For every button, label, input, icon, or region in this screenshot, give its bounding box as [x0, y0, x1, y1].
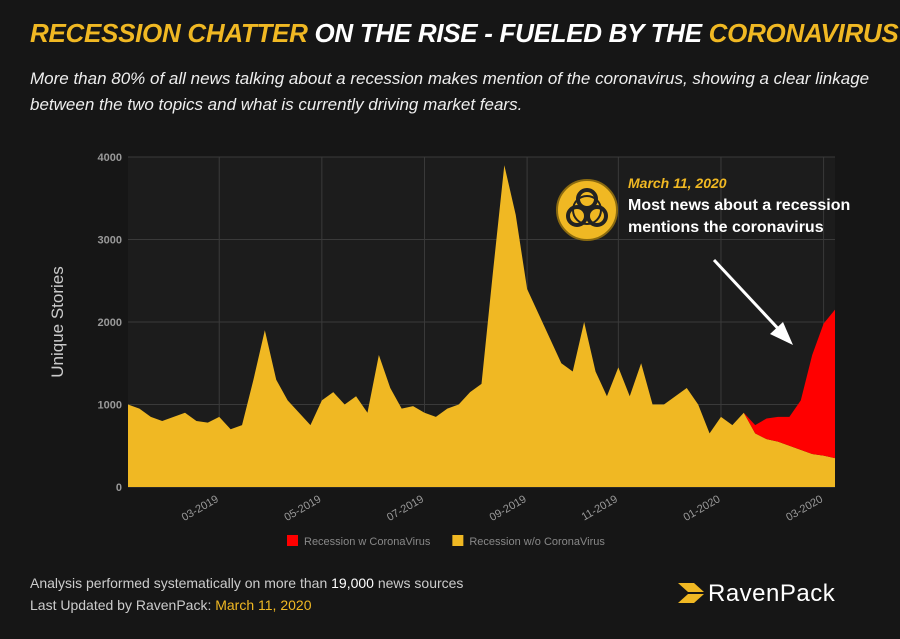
- annotation-date: March 11, 2020: [628, 175, 727, 191]
- area: [128, 165, 835, 459]
- annotation-text: Most news about a recession mentions the…: [628, 197, 851, 236]
- annotation: March 11, 2020 Most news about a recessi…: [628, 175, 868, 239]
- title-part: ON THE RISE - FUELED BY THE: [314, 18, 703, 48]
- arrow: [712, 258, 793, 345]
- logo-mark: [678, 583, 704, 603]
- x-tick-label: 01-2020: [682, 493, 723, 524]
- footer-text: March 11, 2020: [215, 597, 312, 613]
- biohazard-icon: [556, 179, 618, 241]
- title: RECESSION CHATTER ON THE RISE - FUELED B…: [30, 18, 899, 49]
- y-tick-label: 4000: [98, 152, 122, 164]
- footer-text: 19,000: [331, 575, 374, 591]
- y-axis-label: Unique Stories: [48, 266, 67, 378]
- y-tick-label: 1000: [98, 400, 122, 412]
- y-tick-label: 3000: [98, 235, 122, 247]
- subtitle: More than 80% of all news talking about …: [30, 69, 870, 114]
- y-tick-label: 0: [116, 482, 122, 494]
- footer-text: Analysis performed systematically on mor…: [30, 575, 328, 591]
- legend-swatch: [452, 535, 464, 546]
- x-tick-label: 05-2019: [282, 493, 323, 524]
- area: [128, 165, 835, 487]
- y-tick-label: 2000: [98, 317, 122, 329]
- footer-text: Last Updated by RavenPack:: [30, 597, 212, 613]
- legend-label: Recession w CoronaVirus: [304, 536, 431, 548]
- footer-line: Last Updated by RavenPack: March 11, 202…: [30, 597, 311, 613]
- title-part: CORONAVIRUS: [708, 18, 899, 48]
- title-part: RECESSION CHATTER: [30, 18, 308, 48]
- x-tick-label: 09-2019: [488, 493, 529, 524]
- footer-line: Analysis performed systematically on mor…: [30, 575, 463, 591]
- legend-swatch: [287, 535, 298, 546]
- x-tick-label: 03-2020: [784, 493, 825, 524]
- legend-label: Recession w/o CoronaVirus: [469, 536, 605, 548]
- x-tick-label: 07-2019: [385, 493, 426, 524]
- x-tick-label: 03-2019: [180, 493, 221, 524]
- x-tick-label: 11-2019: [580, 493, 620, 523]
- footer-text: news sources: [377, 575, 464, 591]
- logo: RavenPack: [708, 580, 836, 607]
- plot: 0 1000 2000 3000 4000 03-2019 05-2019 07-2019 09…: [48, 152, 835, 548]
